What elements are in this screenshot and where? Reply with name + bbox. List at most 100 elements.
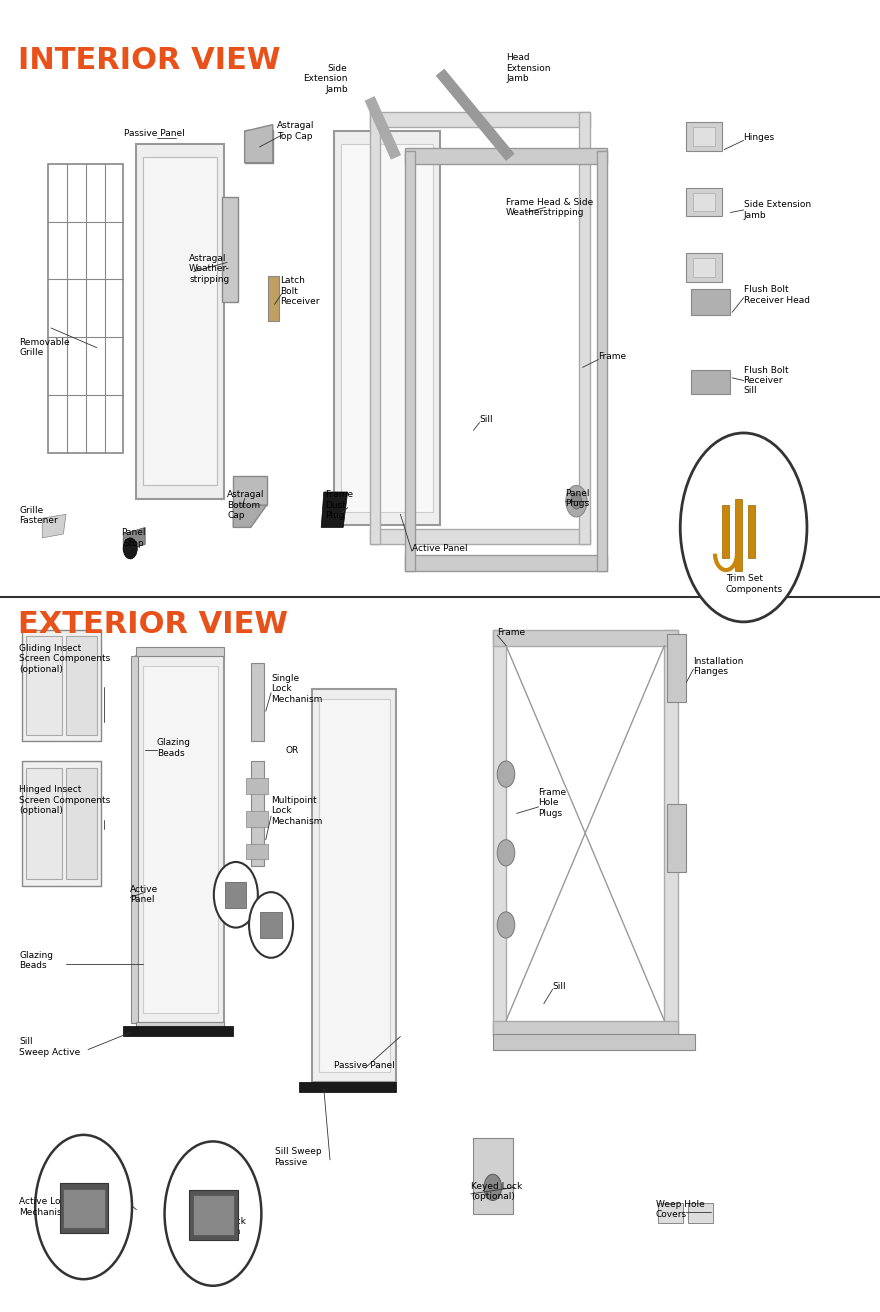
Circle shape: [497, 912, 515, 938]
Text: Active
Panel: Active Panel: [130, 886, 158, 904]
Bar: [268, 276, 279, 321]
Bar: [493, 1021, 678, 1036]
Text: Flush Bolt
Receiver
Sill: Flush Bolt Receiver Sill: [744, 366, 788, 395]
Text: Trim Set
Components: Trim Set Components: [726, 575, 783, 593]
Circle shape: [497, 840, 515, 866]
Circle shape: [123, 538, 137, 559]
Bar: [370, 529, 590, 544]
Bar: [60, 1183, 108, 1233]
Text: Head
Extension
Jamb: Head Extension Jamb: [506, 54, 551, 83]
Bar: [136, 144, 224, 499]
Text: Grille
Fastener: Grille Fastener: [19, 506, 58, 525]
Text: Astragal
Weather-
stripping: Astragal Weather- stripping: [189, 255, 230, 283]
Bar: [664, 630, 678, 1036]
Circle shape: [214, 862, 258, 928]
Bar: [246, 778, 268, 794]
Bar: [136, 1022, 224, 1031]
Circle shape: [484, 1174, 502, 1200]
Bar: [688, 1203, 713, 1223]
Bar: [22, 630, 101, 741]
Text: Active Panel: Active Panel: [412, 544, 467, 552]
Bar: [251, 663, 264, 741]
Circle shape: [165, 1141, 261, 1286]
Bar: [143, 666, 218, 1013]
Bar: [748, 505, 755, 558]
Bar: [597, 151, 607, 571]
Bar: [299, 1082, 396, 1092]
Text: Panel
Plugs: Panel Plugs: [565, 489, 590, 508]
Circle shape: [566, 485, 587, 517]
Text: Glazing
Beads: Glazing Beads: [157, 739, 191, 757]
Bar: [667, 804, 686, 872]
Bar: [225, 882, 246, 908]
Bar: [319, 699, 390, 1072]
Text: Sill Sweep
Passive: Sill Sweep Passive: [275, 1148, 321, 1166]
Bar: [312, 689, 396, 1082]
Bar: [48, 164, 123, 453]
Polygon shape: [233, 505, 267, 527]
Text: Single
Lock
Mechanism: Single Lock Mechanism: [271, 674, 322, 703]
Text: EXTERIOR VIEW: EXTERIOR VIEW: [18, 610, 288, 639]
Bar: [251, 761, 264, 866]
Bar: [136, 656, 224, 1023]
Text: Frame
Dust
Plug: Frame Dust Plug: [326, 491, 354, 520]
Text: Astragal
Top Cap: Astragal Top Cap: [277, 122, 315, 140]
Bar: [22, 761, 101, 886]
Bar: [189, 1190, 238, 1240]
Text: Multipoint
Lock
Mechanism: Multipoint Lock Mechanism: [271, 796, 322, 825]
Bar: [493, 630, 506, 1036]
Text: Panel
Stop: Panel Stop: [121, 529, 146, 547]
Bar: [193, 1195, 234, 1235]
Text: Frame
Hole
Plugs: Frame Hole Plugs: [539, 789, 567, 817]
Text: Flush Bolt
Receiver Head: Flush Bolt Receiver Head: [744, 286, 810, 304]
Bar: [66, 768, 97, 879]
Circle shape: [571, 493, 582, 509]
Text: Frame: Frame: [598, 353, 627, 361]
Text: Side
Extension
Jamb: Side Extension Jamb: [303, 64, 348, 93]
Bar: [493, 1034, 695, 1050]
Circle shape: [249, 892, 293, 958]
Bar: [260, 912, 282, 938]
Circle shape: [35, 1135, 132, 1279]
Bar: [26, 768, 62, 879]
Text: Sill
Sweep Active: Sill Sweep Active: [19, 1038, 81, 1056]
Polygon shape: [321, 492, 348, 527]
Bar: [370, 112, 590, 127]
Text: Sill: Sill: [480, 416, 493, 424]
Text: Installation
Flanges: Installation Flanges: [693, 657, 744, 676]
Text: Hinges: Hinges: [744, 134, 774, 142]
Bar: [693, 193, 715, 211]
Circle shape: [680, 433, 807, 622]
Bar: [370, 112, 380, 544]
Bar: [341, 144, 433, 512]
Bar: [686, 188, 722, 216]
Text: Sill: Sill: [553, 983, 566, 991]
Bar: [686, 253, 722, 282]
Bar: [222, 197, 238, 302]
Text: Passive Panel: Passive Panel: [123, 130, 185, 138]
Bar: [667, 634, 686, 702]
Text: Glazing
Beads: Glazing Beads: [19, 951, 54, 970]
Text: Passive Panel: Passive Panel: [334, 1061, 395, 1069]
Bar: [246, 811, 268, 827]
Bar: [691, 370, 730, 394]
Bar: [691, 289, 730, 315]
Bar: [493, 630, 678, 646]
Text: INTERIOR VIEW: INTERIOR VIEW: [18, 46, 280, 75]
Text: Frame: Frame: [497, 628, 525, 636]
Bar: [735, 499, 742, 571]
Text: Removable
Grille: Removable Grille: [19, 338, 70, 357]
Text: Hinged Insect
Screen Components
(optional): Hinged Insect Screen Components (optiona…: [19, 786, 111, 815]
Circle shape: [497, 761, 515, 787]
Text: Passive Lock
Mechanism: Passive Lock Mechanism: [189, 1218, 246, 1236]
Bar: [123, 1026, 233, 1036]
Bar: [405, 148, 607, 164]
Bar: [66, 636, 97, 735]
Bar: [334, 131, 440, 525]
Polygon shape: [42, 514, 66, 538]
Bar: [405, 151, 415, 571]
Text: Astragal
Bottom
Cap: Astragal Bottom Cap: [227, 491, 265, 520]
Bar: [579, 112, 590, 544]
Text: Active Lock
Mechanism: Active Lock Mechanism: [19, 1198, 71, 1216]
Bar: [245, 130, 273, 163]
